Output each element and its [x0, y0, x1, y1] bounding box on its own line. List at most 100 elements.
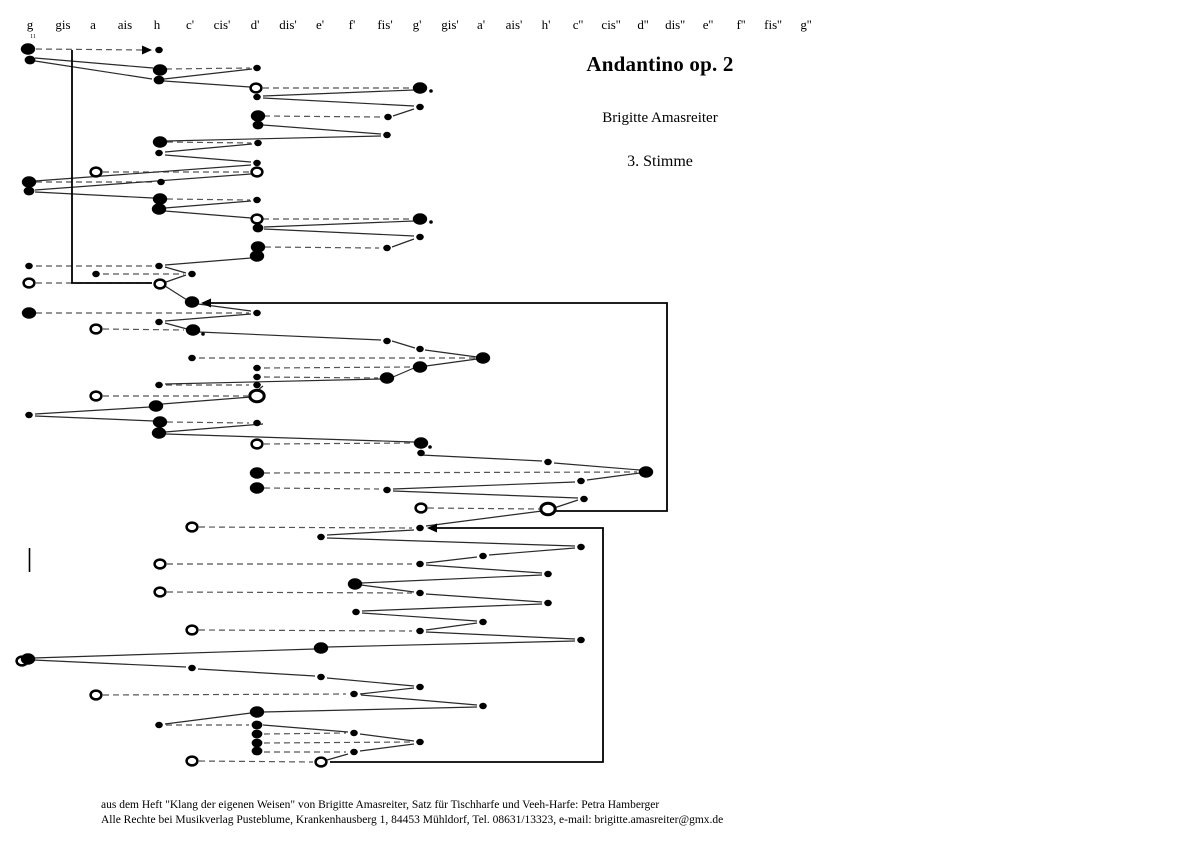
- repeat-box: [207, 302, 668, 512]
- leader-dashed-line: [166, 198, 251, 201]
- note-filled: [383, 131, 391, 139]
- leader-dashed-line: [198, 526, 413, 529]
- leader-dashed-line: [263, 442, 413, 445]
- note-open: [89, 166, 103, 178]
- note-filled: [185, 324, 201, 336]
- melody-line: [425, 358, 478, 367]
- note-filled: [350, 729, 358, 737]
- note-filled: [21, 307, 37, 319]
- note-filled: [249, 250, 265, 262]
- note-filled: [379, 372, 395, 384]
- note-filled: [152, 136, 168, 148]
- note-filled: [317, 673, 325, 681]
- string-label: g': [413, 17, 422, 32]
- melody-line: [263, 228, 415, 237]
- note-filled: [479, 618, 487, 626]
- note-filled: [24, 55, 36, 65]
- note-filled: [413, 437, 429, 449]
- string-label: fis'': [764, 17, 782, 32]
- note-filled: [544, 599, 552, 607]
- melody-line: [420, 454, 543, 462]
- melody-line: [425, 631, 576, 640]
- note-filled: [254, 139, 262, 147]
- melody-line: [34, 57, 154, 69]
- melody-line: [165, 135, 382, 142]
- melody-line: [425, 622, 478, 631]
- note-filled: [157, 178, 165, 186]
- repeat-arrow-icon: [201, 298, 211, 308]
- note-filled: [416, 345, 424, 353]
- note-filled: [416, 738, 424, 746]
- melody-line: [263, 220, 415, 228]
- note-filled: [155, 262, 163, 270]
- note-filled: [25, 411, 33, 419]
- melody-line: [326, 677, 415, 687]
- note-filled: [188, 270, 196, 278]
- note-filled: [249, 706, 265, 718]
- melody-line: [198, 331, 382, 341]
- note-filled: [250, 241, 266, 253]
- melody-line: [262, 124, 382, 135]
- note-open: [414, 502, 428, 514]
- melody-line: [392, 481, 576, 490]
- leader-dashed-line: [263, 732, 347, 735]
- string-label: a': [477, 17, 485, 32]
- note-filled: [253, 196, 261, 204]
- string-label: f'': [736, 17, 745, 32]
- voice-part: 3. Stimme: [627, 153, 693, 170]
- melody-line: [164, 712, 252, 725]
- note-open: [89, 689, 103, 701]
- augmentation-dot: [428, 445, 432, 449]
- note-open: [153, 558, 167, 570]
- melody-line: [34, 164, 252, 182]
- note-filled: [253, 381, 261, 389]
- note-filled: [383, 337, 391, 345]
- melody-line: [359, 743, 415, 752]
- melody-line: [424, 349, 478, 358]
- string-label: d': [251, 17, 260, 32]
- melody-line: [262, 724, 349, 733]
- note-filled: [155, 721, 163, 729]
- composer-name: Brigitte Amasreiter: [602, 110, 718, 126]
- note-open: [185, 624, 199, 636]
- leader-dashed-line: [198, 629, 413, 632]
- note-open: [153, 278, 167, 290]
- string-label: a: [90, 17, 96, 32]
- melody-line: [425, 593, 543, 603]
- note-filled: [479, 552, 487, 560]
- note-filled: [155, 149, 163, 157]
- note-open: [89, 323, 103, 335]
- leader-dashed-line: [263, 741, 413, 744]
- note-open: [250, 166, 264, 178]
- melody-line: [326, 753, 349, 761]
- footer-line-1: aus dem Heft "Klang der eigenen Weisen" …: [101, 799, 660, 811]
- melody-line: [425, 564, 543, 574]
- note-filled: [25, 262, 33, 270]
- note-filled: [151, 427, 167, 439]
- note-filled: [417, 449, 425, 457]
- melody-line: [163, 68, 253, 80]
- note-filled: [253, 93, 261, 101]
- melody-line: [32, 659, 187, 668]
- note-filled: [250, 110, 266, 122]
- string-label: g'': [800, 17, 811, 32]
- note-filled: [251, 746, 263, 756]
- note-filled: [23, 186, 35, 196]
- note-filled: [475, 352, 491, 364]
- melody-line: [359, 733, 415, 742]
- note-filled: [416, 627, 424, 635]
- note-filled: [577, 477, 585, 485]
- melody-line: [34, 406, 151, 415]
- string-label: h: [154, 17, 161, 32]
- melody-line: [359, 687, 415, 695]
- melody-line: [326, 640, 576, 648]
- repeat-arrow-icon: [427, 523, 437, 533]
- note-filled: [92, 270, 100, 278]
- note-filled: [577, 543, 585, 551]
- note-filled: [544, 458, 552, 466]
- melody-line: [164, 210, 252, 219]
- melody-line: [32, 648, 316, 659]
- note-filled: [20, 653, 36, 665]
- note-filled: [184, 296, 200, 308]
